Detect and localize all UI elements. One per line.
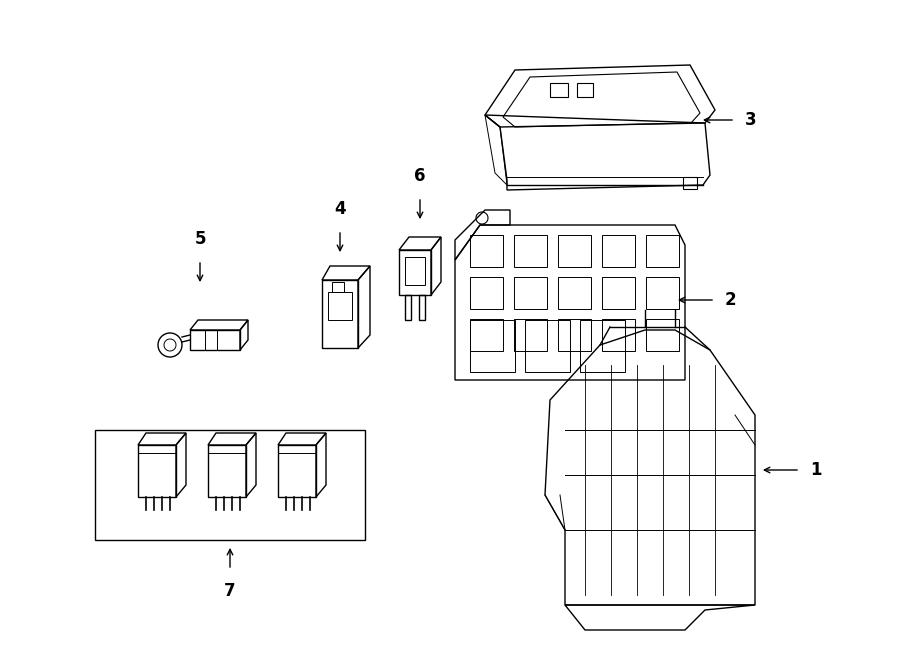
Bar — [646, 235, 679, 267]
Bar — [405, 257, 425, 285]
Bar — [550, 83, 568, 97]
Bar — [322, 280, 358, 348]
Bar — [514, 235, 547, 267]
Bar — [577, 83, 593, 97]
Bar — [646, 277, 679, 309]
Text: 1: 1 — [810, 461, 822, 479]
Bar — [332, 282, 344, 292]
Text: 5: 5 — [194, 230, 206, 248]
Bar — [470, 277, 503, 309]
Text: 4: 4 — [334, 200, 346, 218]
Bar — [95, 430, 365, 540]
Bar — [602, 235, 635, 267]
Bar — [514, 277, 547, 309]
Text: 7: 7 — [224, 582, 236, 600]
Bar — [328, 292, 352, 320]
Text: 6: 6 — [414, 167, 426, 185]
Bar — [470, 320, 515, 372]
Bar — [525, 320, 570, 372]
Bar — [683, 177, 697, 189]
Text: 2: 2 — [725, 291, 736, 309]
Bar — [558, 319, 591, 351]
Text: 3: 3 — [745, 111, 757, 129]
Bar — [558, 277, 591, 309]
Bar — [558, 235, 591, 267]
Bar — [580, 320, 625, 372]
Bar — [138, 445, 176, 497]
Bar — [470, 235, 503, 267]
Bar — [278, 445, 316, 497]
Bar — [602, 277, 635, 309]
Bar — [646, 319, 679, 351]
Bar — [208, 445, 246, 497]
Bar — [470, 319, 503, 351]
Bar — [602, 319, 635, 351]
Bar — [514, 319, 547, 351]
Bar — [205, 330, 217, 350]
